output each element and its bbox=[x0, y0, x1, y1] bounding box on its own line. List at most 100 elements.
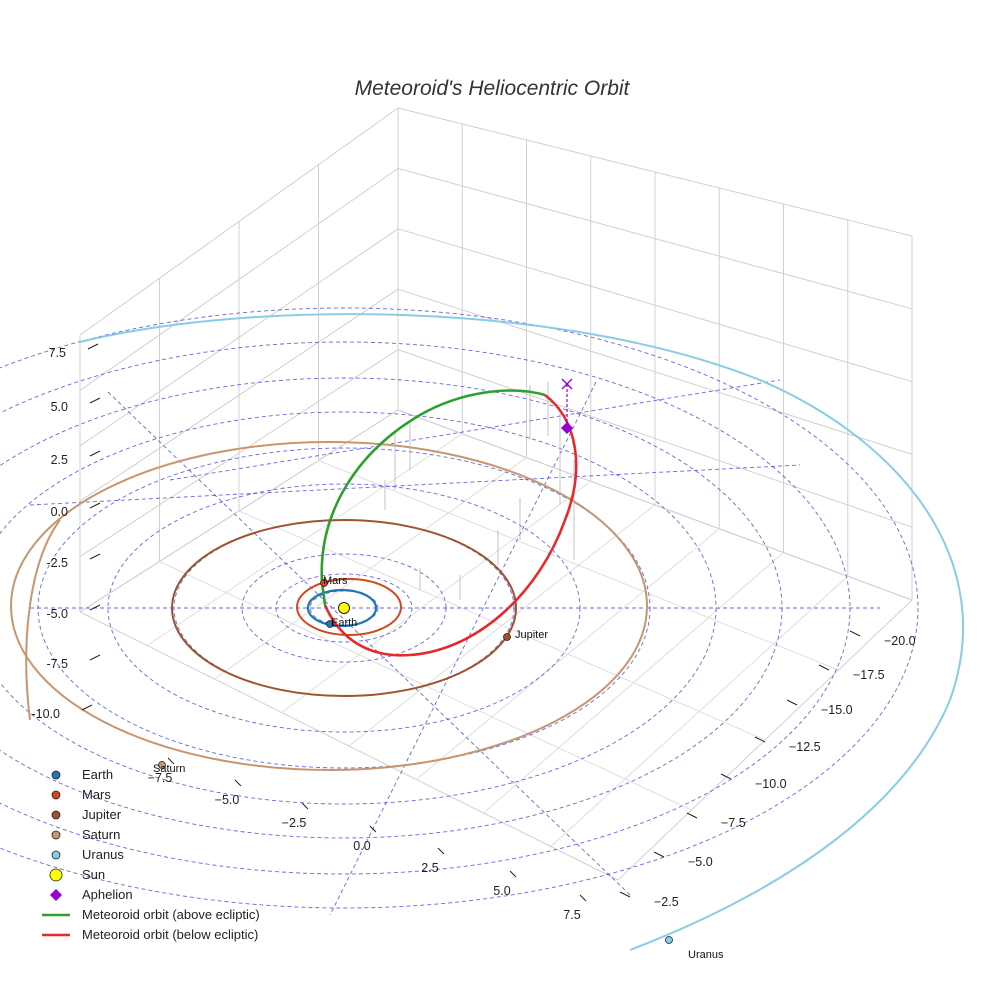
legend-marker-earth bbox=[51, 770, 61, 780]
y-tick-label: −20.0 bbox=[884, 634, 916, 648]
z-tick-mark bbox=[89, 654, 101, 661]
legend-label-saturn: Saturn bbox=[82, 827, 120, 842]
legend-marker-uranus bbox=[51, 850, 61, 860]
x-tick-label: 7.5 bbox=[563, 908, 580, 922]
saturn-marker bbox=[158, 761, 166, 769]
z-tick-label: 0.0 bbox=[51, 505, 68, 519]
mars-marker bbox=[320, 579, 328, 587]
y-tick-mark bbox=[686, 812, 698, 819]
earth-orbit bbox=[306, 588, 378, 628]
z-tick-label: 2.5 bbox=[51, 453, 68, 467]
ecliptic-spoke bbox=[29, 464, 801, 506]
x-tick-mark bbox=[437, 847, 445, 855]
legend-label-uranus: Uranus bbox=[82, 847, 124, 862]
x-tick-mark bbox=[369, 825, 377, 833]
aphelion-projection-marker bbox=[561, 378, 573, 390]
ecliptic-ring bbox=[107, 483, 581, 733]
y-tick-label: −12.5 bbox=[789, 740, 821, 754]
orbit-below-ecliptic bbox=[323, 393, 578, 657]
uranus-orbit bbox=[79, 313, 965, 951]
legend-marker-mars bbox=[51, 790, 61, 800]
y-tick-label: −5.0 bbox=[688, 855, 713, 869]
z-tick-label: 5.0 bbox=[51, 400, 68, 414]
ecliptic-spoke bbox=[329, 381, 597, 916]
z-tick-mark bbox=[89, 502, 101, 509]
ecliptic-spoke bbox=[107, 391, 631, 896]
y-tick-label: −7.5 bbox=[721, 816, 746, 830]
x-tick-mark bbox=[301, 802, 309, 810]
orbit-above-ecliptic bbox=[320, 389, 546, 583]
legend-label-orbit_above: Meteoroid orbit (above ecliptic) bbox=[82, 907, 260, 922]
y-tick-mark bbox=[818, 664, 830, 671]
x-tick-mark bbox=[579, 894, 587, 902]
aphelion-marker bbox=[561, 422, 573, 434]
z-tick-mark bbox=[89, 397, 101, 404]
x-tick-label: −2.5 bbox=[282, 816, 307, 830]
y-tick-mark bbox=[849, 630, 861, 637]
y-tick-mark bbox=[754, 736, 766, 743]
legend-marker-aphelion bbox=[50, 889, 62, 901]
ecliptic-ring bbox=[0, 307, 919, 909]
legend-label-aphelion: Aphelion bbox=[82, 887, 133, 902]
uranus-label: Uranus bbox=[688, 949, 724, 961]
legend-label-orbit_below: Meteoroid orbit (below ecliptic) bbox=[82, 927, 258, 942]
z-tick-mark bbox=[89, 604, 101, 611]
ecliptic-ring bbox=[309, 590, 379, 626]
y-tick-mark bbox=[720, 773, 732, 780]
x-tick-label: 2.5 bbox=[421, 861, 438, 875]
mars-label: Mars bbox=[323, 575, 348, 587]
saturn-orbit-edge bbox=[25, 519, 61, 721]
saturn-orbit bbox=[10, 441, 648, 771]
y-tick-label: −2.5 bbox=[654, 895, 679, 909]
x-tick-mark bbox=[509, 870, 517, 878]
legend-label-sun: Sun bbox=[82, 867, 105, 882]
mars-orbit bbox=[296, 578, 402, 636]
z-tick-label: -5.0 bbox=[46, 607, 68, 621]
legend-marker-jupiter bbox=[51, 810, 61, 820]
z-tick-mark bbox=[81, 704, 93, 711]
z-tick-mark bbox=[87, 343, 99, 350]
sun-marker bbox=[338, 602, 350, 614]
ecliptic-grid bbox=[0, 307, 919, 916]
earth-marker bbox=[326, 620, 334, 628]
jupiter-orbit bbox=[171, 519, 517, 697]
floor-gridline bbox=[238, 510, 766, 741]
drop-lines bbox=[384, 382, 575, 600]
x-tick-label: −7.5 bbox=[148, 771, 173, 785]
z-tick-mark bbox=[89, 553, 101, 560]
uranus-marker bbox=[665, 936, 673, 944]
z-tick-label: -7.5 bbox=[46, 657, 68, 671]
floor-gridline bbox=[318, 460, 839, 671]
legend-label-jupiter: Jupiter bbox=[82, 807, 122, 822]
legend-label-earth: Earth bbox=[82, 767, 113, 782]
y-tick-label: −15.0 bbox=[821, 703, 853, 717]
y-tick-label: −10.0 bbox=[755, 777, 787, 791]
z-tick-label: 7.5 bbox=[49, 346, 66, 360]
legend-marker-sun bbox=[49, 868, 63, 882]
earth-label: Earth bbox=[331, 617, 357, 629]
z-tick-label: -10.0 bbox=[32, 707, 61, 721]
jupiter-label: Jupiter bbox=[515, 629, 548, 641]
x-tick-mark bbox=[167, 757, 175, 765]
chart-title: Meteoroid's Heliocentric Orbit bbox=[355, 77, 631, 100]
planet-orbits bbox=[10, 313, 965, 951]
y-tick-mark bbox=[786, 699, 798, 706]
legend: Earth Mars Jupiter Saturn Uranus Sun Aphelion M… bbox=[42, 767, 260, 942]
jupiter-marker bbox=[503, 633, 511, 641]
pane-grid bbox=[79, 107, 913, 881]
z-tick-mark bbox=[89, 450, 101, 457]
legend-label-mars: Mars bbox=[82, 787, 111, 802]
x-tick-mark bbox=[234, 779, 242, 787]
axis-ticks: -10.0 -7.5 -5.0 -2.5 0.0 2.5 5.0 7.5 −7.5 −5.0 −2.… bbox=[32, 343, 916, 922]
y-tick-mark bbox=[653, 851, 665, 858]
ecliptic-spoke bbox=[169, 379, 781, 481]
x-tick-label: 5.0 bbox=[493, 884, 510, 898]
y-tick-label: −17.5 bbox=[853, 668, 885, 682]
x-tick-label: −5.0 bbox=[215, 793, 240, 807]
z-tick-label: -2.5 bbox=[46, 556, 68, 570]
legend-marker-saturn bbox=[51, 830, 61, 840]
bodies: Earth Mars Jupiter Saturn Uranus bbox=[153, 575, 724, 961]
x-tick-label: 0.0 bbox=[353, 839, 370, 853]
saturn-label: Saturn bbox=[153, 763, 185, 775]
